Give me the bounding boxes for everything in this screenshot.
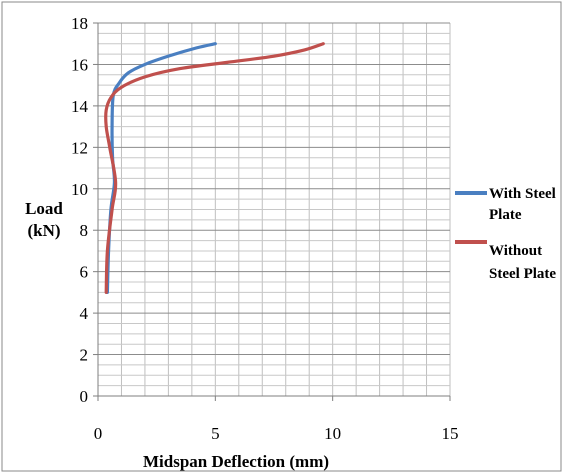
y-tick-label: 12 xyxy=(71,138,88,157)
tick-labels: 0 2 4 6 8 10 12 14 16 18 0 5 10 15 xyxy=(71,14,459,443)
legend-label-with-steel-plate-line2: Plate xyxy=(489,207,522,223)
x-tick-label: 15 xyxy=(442,424,459,443)
axes xyxy=(93,22,451,401)
y-tick-label: 8 xyxy=(80,221,89,240)
y-tick-label: 10 xyxy=(71,180,88,199)
x-axis-label: Midspan Deflection (mm) xyxy=(143,452,329,471)
y-axis-label-line1: Load xyxy=(25,199,63,218)
x-tick-label: 5 xyxy=(211,424,220,443)
x-tick-label: 10 xyxy=(324,424,341,443)
y-tick-label: 16 xyxy=(71,55,88,74)
y-tick-label: 18 xyxy=(71,14,88,33)
legend: With Steel Plate Without Steel Plate xyxy=(455,186,556,282)
y-tick-label: 6 xyxy=(80,263,89,282)
y-tick-label: 14 xyxy=(71,97,89,116)
series-line-without-steel-plate xyxy=(104,42,325,294)
legend-label-with-steel-plate-line1: With Steel xyxy=(489,186,556,202)
y-tick-label: 2 xyxy=(80,346,89,365)
legend-label-without-steel-plate-line2: Steel Plate xyxy=(489,266,556,282)
x-tick-label: 0 xyxy=(94,424,103,443)
y-tick-label: 0 xyxy=(80,387,89,406)
y-tick-label: 4 xyxy=(80,304,89,323)
legend-label-without-steel-plate-line1: Without xyxy=(489,243,542,259)
y-axis-label-line2: (kN) xyxy=(27,221,60,240)
series-lines xyxy=(104,42,325,294)
